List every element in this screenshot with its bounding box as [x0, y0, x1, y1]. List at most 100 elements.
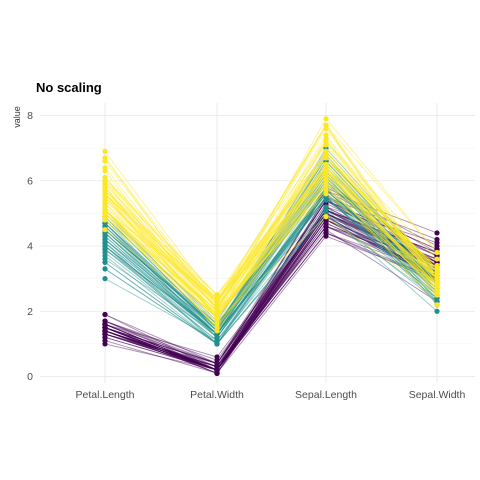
series-line — [104, 180, 438, 319]
series-line — [104, 225, 438, 371]
series-line — [104, 196, 438, 345]
data-point — [214, 292, 220, 298]
data-point — [102, 174, 108, 181]
series-line — [104, 124, 438, 313]
data-point — [214, 354, 220, 360]
data-point — [102, 311, 108, 318]
data-point — [434, 262, 440, 269]
series-line — [104, 212, 438, 371]
series-line — [104, 222, 438, 371]
x-tick-label: Petal.Width — [190, 389, 244, 401]
data-point — [434, 249, 440, 256]
data-point — [214, 338, 220, 344]
data-point — [102, 165, 108, 171]
series-line — [104, 219, 438, 374]
data-point — [323, 207, 329, 213]
series-line — [104, 189, 438, 345]
data-point — [102, 181, 108, 187]
data-point — [102, 187, 108, 194]
series-line — [104, 157, 438, 296]
series-points — [102, 116, 440, 376]
series-line — [104, 196, 438, 335]
series-line — [104, 222, 438, 371]
series-line — [104, 219, 438, 368]
series-line — [104, 193, 438, 335]
data-point — [102, 240, 108, 246]
x-tick-label: Petal.Length — [76, 389, 135, 401]
series-line — [104, 157, 438, 303]
series-line — [104, 196, 438, 339]
series-line — [104, 229, 438, 368]
series-line — [104, 216, 438, 371]
series-line — [104, 167, 438, 306]
data-point — [323, 122, 329, 128]
data-point — [434, 302, 440, 308]
chart-title: No scaling — [36, 80, 102, 95]
data-point — [102, 266, 108, 272]
data-point — [102, 197, 108, 203]
x-tick-label: Sepal.Width — [409, 389, 466, 401]
y-tick-label: 8 — [27, 110, 33, 122]
series-line — [104, 225, 438, 371]
series-line — [104, 216, 438, 374]
data-point — [102, 276, 108, 282]
y-tick-label: 6 — [27, 175, 33, 187]
data-point — [214, 308, 220, 314]
data-point — [434, 230, 440, 236]
data-point — [214, 298, 220, 305]
data-point — [323, 116, 329, 122]
data-point — [102, 227, 108, 233]
y-tick-label: 0 — [27, 371, 33, 383]
series-line — [104, 235, 438, 374]
series-line — [104, 206, 438, 374]
data-point — [323, 230, 329, 236]
series-line — [104, 183, 438, 319]
data-point — [323, 171, 329, 177]
data-point — [323, 181, 329, 187]
data-point — [102, 155, 108, 161]
data-point — [102, 328, 108, 334]
series-line — [104, 232, 438, 371]
data-point — [102, 217, 108, 223]
series-line — [104, 176, 438, 335]
data-point — [434, 285, 440, 292]
y-tick-label: 4 — [27, 241, 33, 253]
data-point — [434, 276, 440, 282]
series-line — [104, 124, 438, 303]
data-point — [214, 315, 220, 321]
data-point — [434, 236, 440, 243]
data-point — [323, 223, 329, 230]
data-point — [434, 292, 440, 298]
series-line — [104, 196, 438, 335]
series-line — [104, 225, 438, 368]
series-line — [104, 199, 438, 364]
axes: 0 2 4 6 8 Petal.Length Petal.Width Sepal.Length… — [27, 110, 465, 401]
data-point — [102, 207, 108, 213]
data-point — [102, 233, 108, 239]
series-lines — [104, 117, 438, 374]
series-line — [104, 193, 438, 342]
series-line — [104, 216, 438, 345]
data-point — [214, 328, 220, 334]
data-point — [323, 155, 329, 161]
series-line — [104, 173, 438, 303]
data-point — [323, 191, 329, 197]
series-line — [104, 212, 438, 345]
data-point — [323, 161, 329, 168]
series-line — [104, 212, 438, 345]
data-point — [102, 148, 108, 154]
data-point — [323, 214, 329, 220]
series-line — [104, 216, 438, 371]
y-axis-label: value — [12, 106, 22, 128]
data-point — [323, 139, 329, 145]
data-point — [434, 256, 440, 262]
data-point — [102, 341, 108, 347]
x-tick-label: Sepal.Length — [295, 389, 357, 401]
data-point — [102, 253, 108, 259]
data-point — [214, 367, 220, 373]
series-line — [104, 219, 438, 371]
series-line — [104, 212, 438, 371]
data-point — [434, 308, 440, 314]
series-line — [104, 209, 438, 342]
